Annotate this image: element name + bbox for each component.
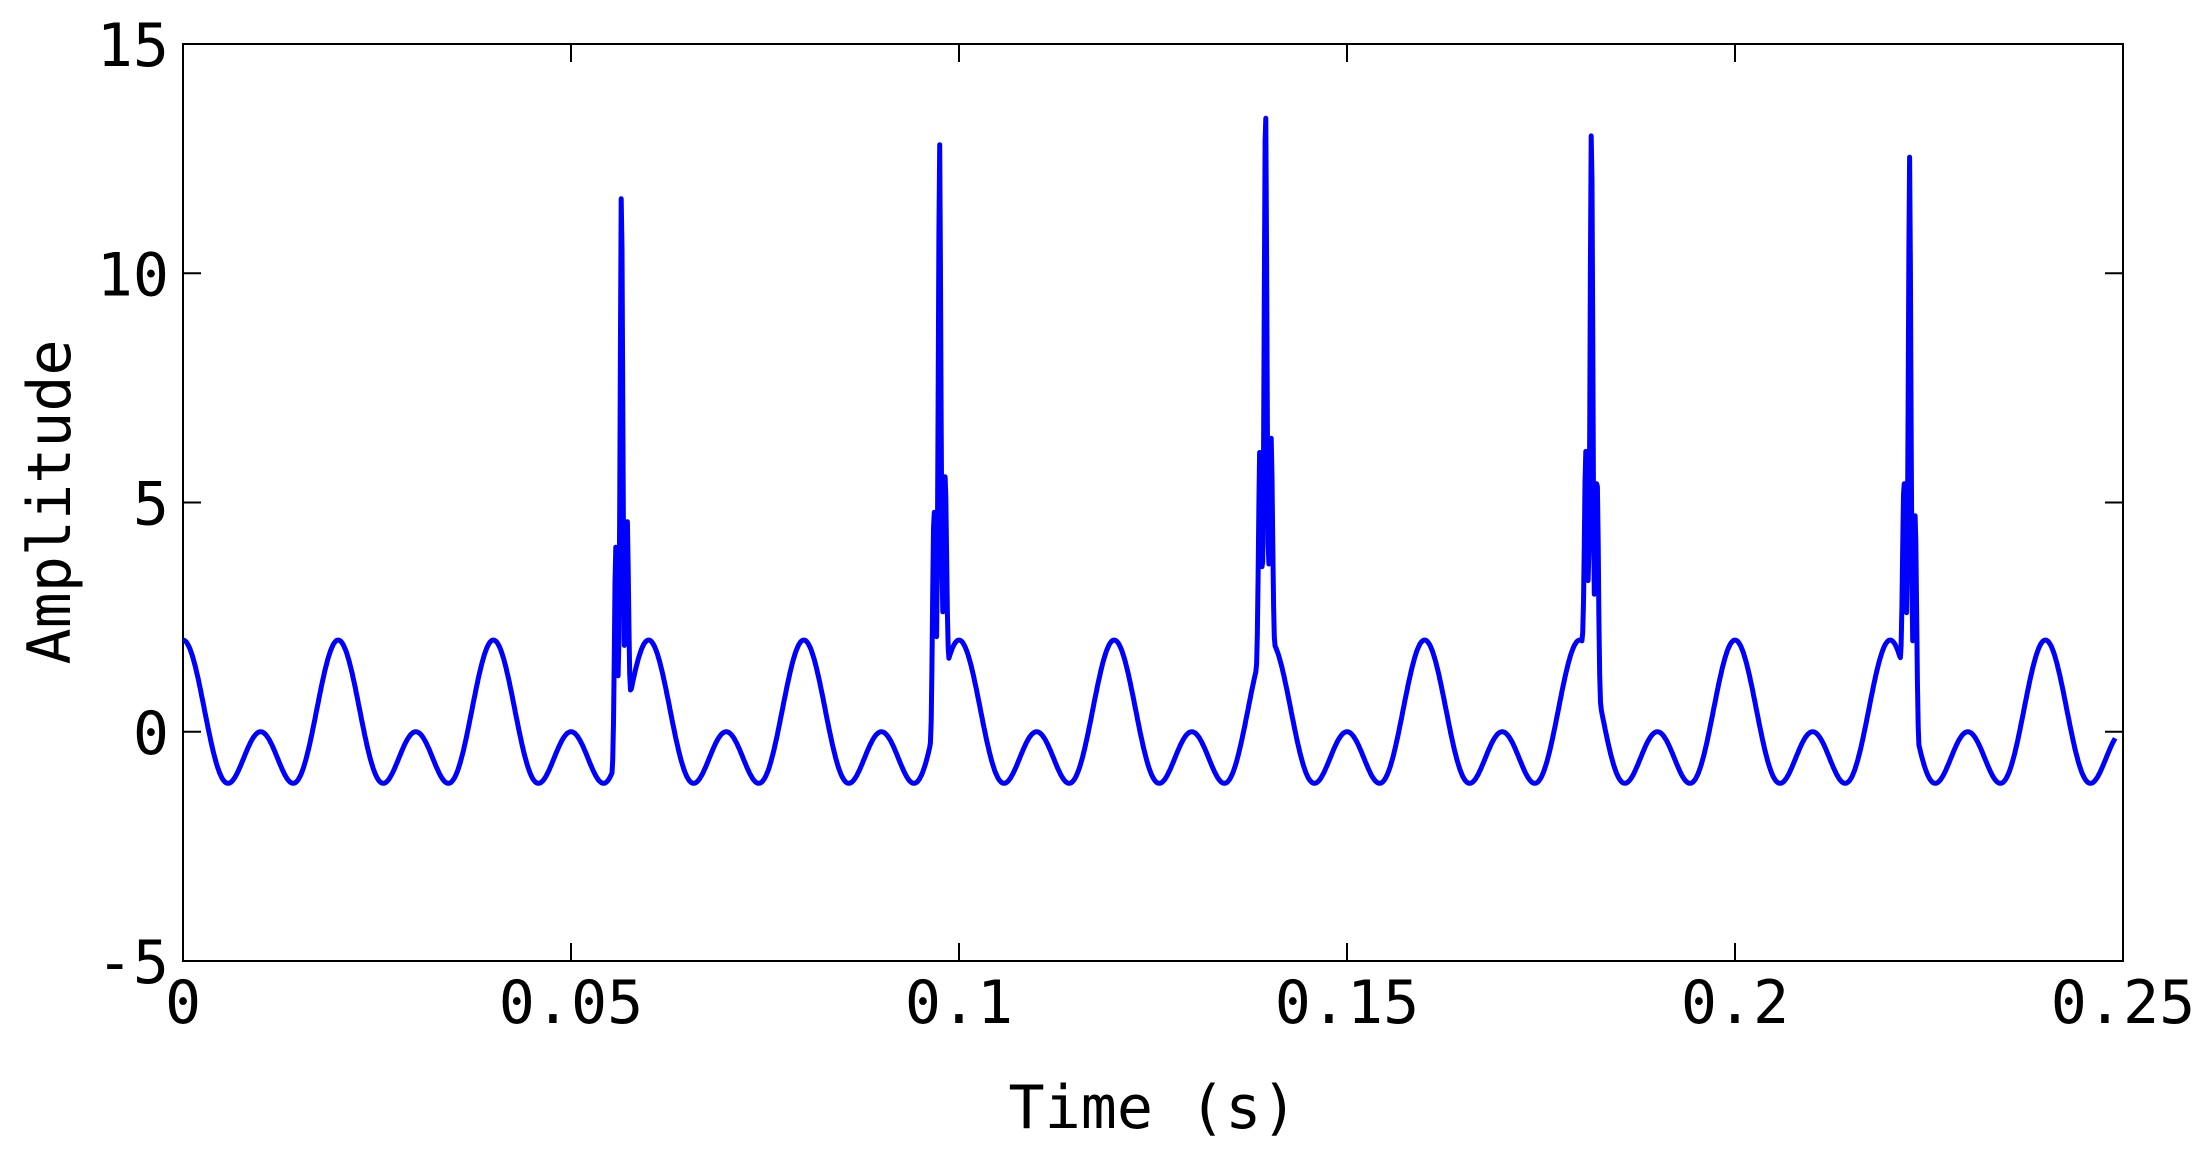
x-tick-label: 0.25 (2051, 968, 2193, 1038)
x-tick-labels: 0 0.05 0.1 0.15 0.2 0.25 (165, 968, 2193, 1038)
plot-area (182, 43, 2124, 962)
series-line (181, 115, 2118, 786)
x-tick-label: 0 (165, 968, 201, 1038)
y-tick-label: -5 (97, 928, 169, 998)
axis-ticks (182, 43, 2124, 962)
x-tick-label: 0.05 (499, 968, 644, 1038)
x-tick-label: 0.1 (905, 968, 1013, 1038)
y-axis-label: Amplitude (15, 339, 85, 664)
y-tick-labels: -5 0 5 10 15 (97, 11, 169, 998)
y-tick-label: 0 (133, 699, 169, 769)
y-tick-label: 5 (133, 470, 169, 540)
x-tick-label: 0.2 (1681, 968, 1789, 1038)
x-tick-label: 0.15 (1275, 968, 1420, 1038)
y-tick-label: 10 (97, 240, 169, 310)
y-tick-label: 15 (97, 11, 169, 81)
x-axis-label: Time (s) (1009, 1073, 1298, 1143)
